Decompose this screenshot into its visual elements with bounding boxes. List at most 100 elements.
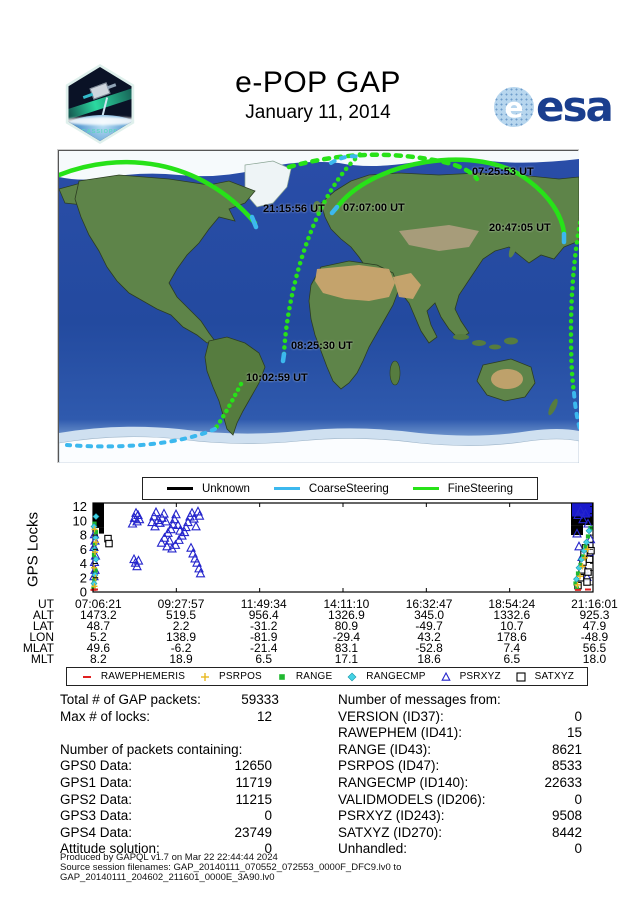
steering-legend-item: Unknown [166,483,250,495]
marker-square-open [584,568,592,576]
map-arabia-desert [393,273,421,299]
marker-triangle [173,519,183,529]
stat-label: Unhandled: [338,841,408,857]
track-coarse-6 [65,427,217,449]
stat-value: 12650 [234,758,272,774]
stat-label: GPS4 Data: [60,824,133,840]
stat-row: Max # of locks: 12 [60,709,272,726]
stat-row: Unhandled: 0 [338,841,582,858]
axis-table-cell: 48.7 [86,619,111,633]
marker-legend-item: RANGE [275,671,333,683]
y-tick-label: 4 [80,556,87,571]
map-indonesia-2 [472,340,486,346]
map-north-america [74,174,256,344]
stat-value: 11215 [235,791,272,807]
track-time-label: 21:15:56 UT [263,203,325,215]
track-coarse-2-tip [280,351,287,364]
marker-legend-label: RAWEPHEMERIS [100,671,186,682]
track-coarse-3-tip-a [329,204,340,216]
footer-line: Produced by GAPQL v1.7 on Mar 22 22:44:4… [60,852,278,863]
axis-table-cell: 14:11:10 [323,597,370,611]
map-japan [508,240,518,258]
marker-triangle [186,542,196,552]
axis-table-cell: 138.9 [166,630,197,644]
marker-legend-item: PSRXYZ [439,671,501,683]
axis-table-cell: 47.9 [582,619,607,633]
axis-table-header: UT [38,597,54,611]
stat-label: Number of messages from: [338,692,501,707]
stat-row: PSRXYZ (ID243): 9508 [338,808,582,825]
marker-square [574,586,580,591]
axis-table-cell: 6.5 [255,652,273,666]
marker-square [580,554,586,559]
stat-row: VERSION (ID37): 0 [338,709,582,726]
stat-label: GPS3 Data: [60,808,133,824]
marker-triangle [147,516,157,527]
stat-value: 0 [574,708,582,724]
axis-table-cell: 18.9 [169,652,193,666]
axis-table-cell: 21:16:01 [571,597,618,611]
marker-square [92,577,97,582]
esa-wordmark: esa [536,82,614,131]
axis-table-cell: 5.2 [90,630,107,644]
axis-table-cell: -81.9 [250,630,278,644]
stat-label: PSRXYZ (ID243): [338,808,445,824]
map-antarctica [59,436,579,463]
track-coarse-5 [572,391,579,434]
marker-square [93,530,99,535]
marker-triangle [192,557,202,567]
track-coarse-1-tip [249,214,259,230]
stat-value: 0 [574,841,582,857]
stat-label: Attitude solution: [60,841,160,857]
marker-triangle [194,510,205,520]
stat-value: 8621 [551,741,582,757]
axis-table-cell: 956.4 [248,608,279,622]
stat-value: 59333 [241,692,279,707]
marker-legend-item: PSRPOS [198,671,262,683]
marker-triangle [578,513,588,524]
axis-table-cell: 11:49:34 [240,597,287,611]
marker-square [578,562,583,568]
track-coarse-4 [329,154,363,165]
stat-label: SATXYZ (ID270): [338,824,443,840]
axis-table-cell: 1326.9 [328,608,365,622]
marker-diamond [583,538,590,546]
map-new-zealand [548,398,558,416]
axis-table-cell: 1473.2 [79,608,117,622]
marker-legend-item: SATXYZ [514,671,574,683]
axis-table-row: LAT 48.7 2.2 -31.2 80.9 -49.7 10.7 47.9 [0,619,636,633]
map-madagascar [389,360,401,386]
axis-table-row: MLT 8.2 18.9 6.5 17.1 18.6 6.5 18.0 [0,652,636,666]
marker-triangle [181,521,191,532]
track-time-label: 07:25:53 UT [472,166,534,178]
marker-triangle [187,507,197,517]
marker-triangle [575,505,586,515]
stat-label [60,725,194,742]
track-fine-5 [568,215,579,396]
stat-row: SATXYZ (ID270): 8442 [338,825,582,842]
steering-legend-item: CoarseSteering [273,483,389,495]
axis-table-cell: 18:54:24 [488,597,536,611]
stat-row: Total # of GAP packets: 59333 [60,692,279,709]
marker-square-open [587,546,595,555]
marker-triangle [585,533,596,544]
marker-triangle [162,541,172,551]
stat-value [194,725,272,742]
rangecmp-marker-icon [347,672,357,681]
stat-label: RAWEPHEM (ID41): [338,725,463,741]
stat-value: 8442 [551,824,582,840]
rawephemeris-marker-icon [82,675,91,678]
marker-triangle [195,568,206,578]
marker-triangle [134,513,145,524]
marker-triangle [583,518,593,528]
marker-triangle [191,521,201,531]
stat-row [60,725,272,742]
stat-value: 0 [264,841,272,857]
marker-triangle [164,535,175,545]
axis-table-cell: 43.2 [417,630,441,644]
y-tick-label: 10 [73,513,87,528]
axis-table-cell: 07:06:21 [74,597,122,611]
axis-table-cell: 8.2 [90,652,107,666]
stat-label: PSRPOS (ID47): [338,758,440,774]
